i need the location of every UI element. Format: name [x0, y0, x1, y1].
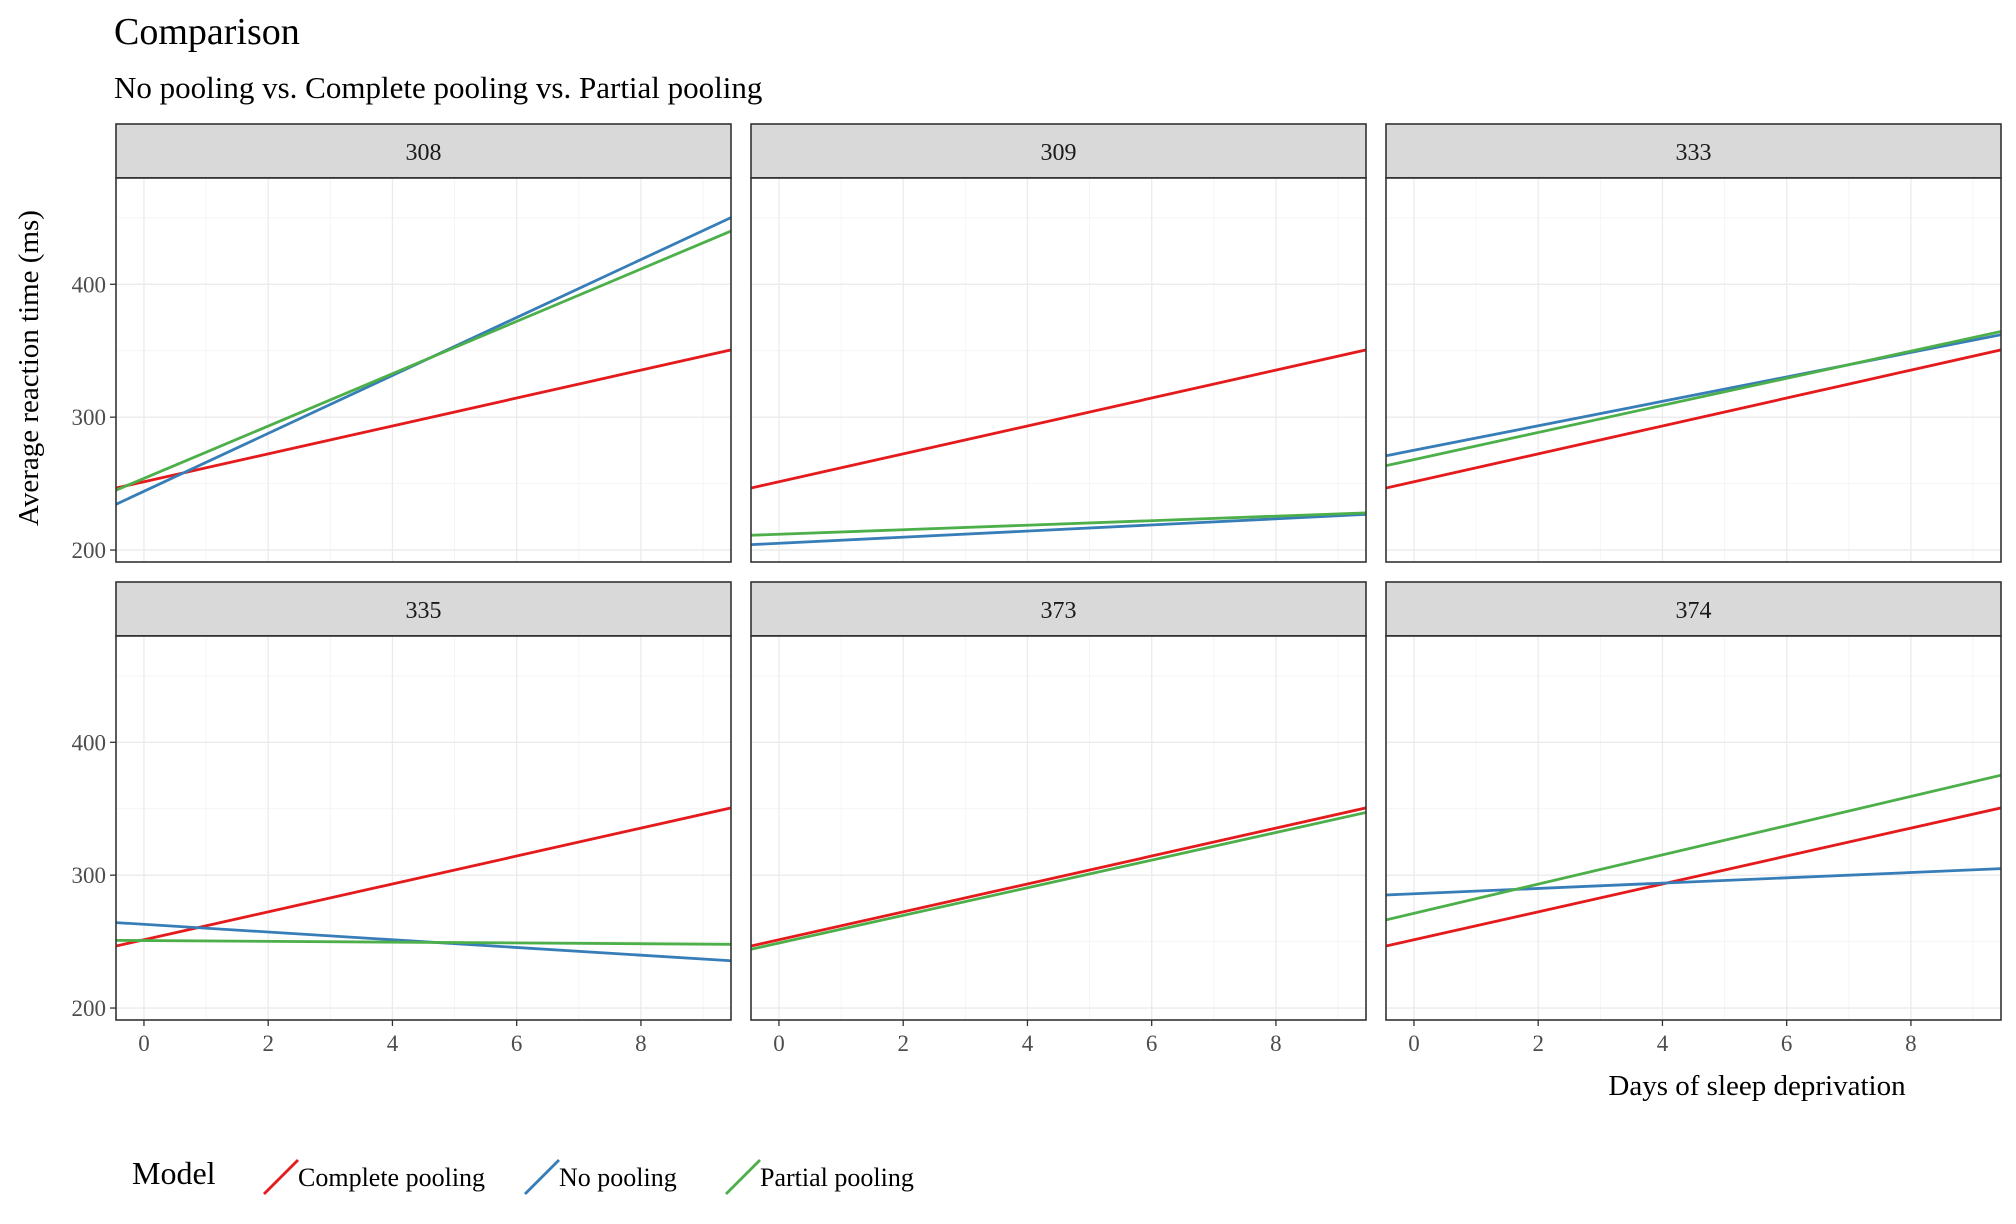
- series-line-complete-pooling: [1386, 348, 2001, 490]
- x-tick-label: 8: [1905, 1031, 1917, 1056]
- x-tick-label: 4: [1022, 1031, 1034, 1056]
- chart-title: Comparison: [114, 11, 300, 53]
- legend-entry-partial-pooling: Partial pooling: [725, 1159, 914, 1195]
- series-line-partial-pooling: [116, 938, 731, 946]
- facet-panel-333: 333: [1385, 123, 2002, 563]
- facet-strip: [750, 123, 1367, 179]
- panel-border: [750, 635, 1367, 1021]
- legend-title: Model: [132, 1155, 216, 1191]
- legend-label: No pooling: [559, 1163, 677, 1192]
- series-line-complete-pooling: [116, 806, 731, 948]
- chart-subtitle: No pooling vs. Complete pooling vs. Part…: [114, 70, 762, 105]
- facet-panels: 308 200 300 400 309 333 335 200 300 400 0 2 4 6 8 373 0 2…: [72, 123, 2002, 1056]
- facet-strip-label: 373: [1041, 598, 1077, 624]
- x-tick-label: 0: [773, 1031, 785, 1056]
- legend-label: Partial pooling: [760, 1163, 914, 1192]
- panel-border: [115, 177, 732, 563]
- series-lines: [116, 806, 731, 963]
- facet-strip-label: 335: [406, 598, 442, 624]
- x-tick-label: 2: [1532, 1031, 1544, 1056]
- y-tick-label: 300: [72, 405, 107, 430]
- y-tick-label: 400: [72, 272, 107, 297]
- plot-background: [116, 636, 731, 1020]
- legend-key-complete-pooling: [263, 1159, 299, 1195]
- series-lines: [751, 348, 1366, 547]
- legend-entry-no-pooling: No pooling: [524, 1159, 677, 1195]
- panel-border: [1385, 635, 2002, 1021]
- x-tick-label: 2: [262, 1031, 274, 1056]
- facet-strip-label: 308: [406, 140, 442, 166]
- series-line-partial-pooling: [1386, 773, 2001, 922]
- plot-background: [1386, 178, 2001, 562]
- facet-strip-label: 309: [1041, 140, 1077, 166]
- facet-panel-309: 309: [750, 123, 1367, 563]
- legend-key-no-pooling: [524, 1159, 560, 1195]
- x-tick-label: 2: [897, 1031, 909, 1056]
- y-tick-label: 300: [72, 863, 107, 888]
- series-line-partial-pooling: [116, 229, 731, 492]
- x-tick-label: 6: [1781, 1031, 1793, 1056]
- panel-border: [750, 177, 1367, 563]
- series-line-partial-pooling: [751, 511, 1366, 537]
- facet-panel-308: 308 200 300 400: [72, 123, 732, 563]
- facet-strip: [1385, 581, 2002, 637]
- x-tick-label: 0: [138, 1031, 150, 1056]
- x-tick-label: 8: [1270, 1031, 1282, 1056]
- series-line-complete-pooling: [116, 348, 731, 490]
- series-line-no-pooling: [1386, 867, 2001, 897]
- facet-strip: [1385, 123, 2002, 179]
- facet-strip-label: 374: [1676, 598, 1712, 624]
- y-tick-label: 200: [72, 996, 107, 1021]
- plot-background: [751, 636, 1366, 1020]
- x-tick-label: 6: [511, 1031, 523, 1056]
- panel-border: [1385, 177, 2002, 563]
- legend: Model Complete pooling No pooling Partial …: [132, 1155, 914, 1195]
- facet-strip-label: 333: [1676, 140, 1712, 166]
- series-line-no-pooling: [751, 512, 1366, 547]
- facet-panel-373: 373 0 2 4 6 8: [750, 581, 1367, 1056]
- facet-panel-374: 374 0 2 4 6 8: [1385, 581, 2002, 1056]
- plot-background: [116, 178, 731, 562]
- x-tick-label: 4: [387, 1031, 399, 1056]
- series-lines: [1386, 773, 2001, 948]
- series-lines: [116, 216, 731, 506]
- legend-label: Complete pooling: [298, 1163, 485, 1192]
- plot-background: [751, 178, 1366, 562]
- facet-panel-335: 335 200 300 400 0 2 4 6 8: [72, 581, 732, 1056]
- series-lines: [1386, 330, 2001, 490]
- legend-key-partial-pooling: [725, 1159, 761, 1195]
- x-tick-label: 8: [635, 1031, 647, 1056]
- series-line-complete-pooling: [751, 348, 1366, 490]
- series-line-partial-pooling: [1386, 330, 2001, 468]
- facet-strip: [115, 581, 732, 637]
- series-line-partial-pooling: [751, 811, 1366, 951]
- facet-strip: [750, 581, 1367, 637]
- x-axis-title: Days of sleep deprivation: [1608, 1070, 1906, 1102]
- plot-background: [1386, 636, 2001, 1020]
- panel-border: [115, 635, 732, 1021]
- y-axis-title: Average reaction time (ms): [13, 210, 45, 526]
- x-tick-label: 6: [1146, 1031, 1158, 1056]
- legend-entry-complete-pooling: Complete pooling: [263, 1159, 485, 1195]
- x-tick-label: 0: [1408, 1031, 1420, 1056]
- series-line-complete-pooling: [1386, 806, 2001, 948]
- facet-strip: [115, 123, 732, 179]
- y-tick-label: 200: [72, 538, 107, 563]
- series-line-complete-pooling: [751, 806, 1366, 948]
- y-tick-label: 400: [72, 730, 107, 755]
- x-tick-label: 4: [1657, 1031, 1669, 1056]
- series-lines: [751, 806, 1366, 951]
